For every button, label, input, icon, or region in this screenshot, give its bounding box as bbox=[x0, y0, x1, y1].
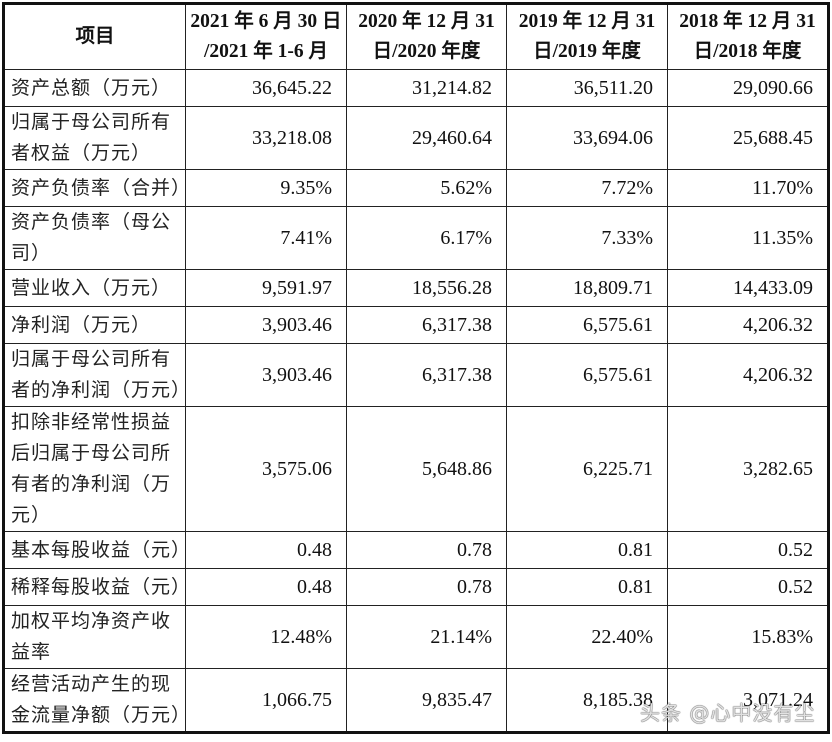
row-label: 经营活动产生的现金流量净额（万元） bbox=[3, 668, 190, 733]
cell-value: 0.52 bbox=[667, 531, 829, 569]
row-label: 净利润（万元） bbox=[3, 306, 186, 344]
cell-value: 9,835.47 bbox=[346, 668, 507, 733]
cell-value: 9.35% bbox=[185, 169, 347, 207]
cell-value: 9,591.97 bbox=[185, 269, 347, 307]
cell-value: 33,218.08 bbox=[185, 106, 347, 170]
cell-value: 3,903.46 bbox=[185, 306, 347, 344]
cell-value: 4,206.32 bbox=[667, 306, 829, 344]
cell-value: 25,688.45 bbox=[667, 106, 829, 170]
table-row: 资产总额（万元） 36,645.22 31,214.82 36,511.20 2… bbox=[3, 69, 829, 107]
cell-value: 0.52 bbox=[667, 568, 829, 606]
cell-value: 5,648.86 bbox=[346, 406, 507, 532]
cell-value: 0.81 bbox=[506, 568, 668, 606]
cell-value: 5.62% bbox=[346, 169, 507, 207]
cell-value: 0.78 bbox=[346, 568, 507, 606]
cell-value: 11.70% bbox=[667, 169, 829, 207]
cell-value: 22.40% bbox=[506, 605, 668, 669]
cell-value: 33,694.06 bbox=[506, 106, 668, 170]
header-2019: 2019 年 12 月 31 日/2019 年度 bbox=[506, 3, 668, 70]
cell-value: 29,090.66 bbox=[667, 69, 829, 107]
cell-value: 11.35% bbox=[667, 206, 829, 270]
row-label: 加权平均净资产收益率 bbox=[3, 605, 186, 669]
cell-value: 7.33% bbox=[506, 206, 668, 270]
header-2018: 2018 年 12 月 31 日/2018 年度 bbox=[667, 3, 829, 70]
row-label: 归属于母公司所有者的净利润（万元） bbox=[3, 343, 190, 407]
cell-value: 18,556.28 bbox=[346, 269, 507, 307]
cell-value: 14,433.09 bbox=[667, 269, 829, 307]
header-item: 项目 bbox=[3, 3, 186, 70]
table-row: 稀释每股收益（元） 0.48 0.78 0.81 0.52 bbox=[3, 568, 829, 606]
table-row: 净利润（万元） 3,903.46 6,317.38 6,575.61 4,206… bbox=[3, 306, 829, 344]
cell-value: 6,317.38 bbox=[346, 306, 507, 344]
cell-value: 6,575.61 bbox=[506, 343, 668, 407]
row-label: 扣除非经常性损益后归属于母公司所有者的净利润（万元） bbox=[3, 406, 186, 532]
row-label: 资产负债率（合并） bbox=[3, 169, 190, 207]
header-2020: 2020 年 12 月 31 日/2020 年度 bbox=[346, 3, 507, 70]
cell-value: 7.41% bbox=[185, 206, 347, 270]
row-label: 归属于母公司所有者权益（万元） bbox=[3, 106, 186, 170]
cell-value: 6.17% bbox=[346, 206, 507, 270]
cell-value: 36,645.22 bbox=[185, 69, 347, 107]
cell-value: 3,575.06 bbox=[185, 406, 347, 532]
cell-value: 6,575.61 bbox=[506, 306, 668, 344]
cell-value: 0.48 bbox=[185, 531, 347, 569]
cell-value: 3,282.65 bbox=[667, 406, 829, 532]
table-row: 加权平均净资产收益率 12.48% 21.14% 22.40% 15.83% bbox=[3, 605, 829, 669]
row-label: 稀释每股收益（元） bbox=[3, 568, 190, 606]
cell-value: 7.72% bbox=[506, 169, 668, 207]
cell-value: 0.78 bbox=[346, 531, 507, 569]
table-row: 资产负债率（合并） 9.35% 5.62% 7.72% 11.70% bbox=[3, 169, 829, 207]
table-row: 营业收入（万元） 9,591.97 18,556.28 18,809.71 14… bbox=[3, 269, 829, 307]
cell-value: 29,460.64 bbox=[346, 106, 507, 170]
cell-value: 4,206.32 bbox=[667, 343, 829, 407]
cell-value: 0.48 bbox=[185, 568, 347, 606]
cell-value: 36,511.20 bbox=[506, 69, 668, 107]
row-label: 营业收入（万元） bbox=[3, 269, 186, 307]
cell-value: 12.48% bbox=[185, 605, 347, 669]
row-label: 资产负债率（母公司） bbox=[3, 206, 186, 270]
cell-value: 18,809.71 bbox=[506, 269, 668, 307]
cell-value: 6,225.71 bbox=[506, 406, 668, 532]
table-row: 扣除非经常性损益后归属于母公司所有者的净利润（万元） 3,575.06 5,64… bbox=[3, 406, 829, 532]
header-2021h1: 2021 年 6 月 30 日/2021 年 1-6 月 bbox=[185, 3, 347, 70]
cell-value: 8,185.38 bbox=[506, 668, 668, 733]
cell-value: 15.83% bbox=[667, 605, 829, 669]
table-row: 资产负债率（母公司） 7.41% 6.17% 7.33% 11.35% bbox=[3, 206, 829, 270]
cell-value: 3,903.46 bbox=[185, 343, 347, 407]
table-row: 经营活动产生的现金流量净额（万元） 1,066.75 9,835.47 8,18… bbox=[3, 668, 829, 733]
cell-value: 21.14% bbox=[346, 605, 507, 669]
table-row: 基本每股收益（元） 0.48 0.78 0.81 0.52 bbox=[3, 531, 829, 569]
cell-value: 1,066.75 bbox=[185, 668, 347, 733]
table-row: 归属于母公司所有者权益（万元） 33,218.08 29,460.64 33,6… bbox=[3, 106, 829, 170]
header-row: 项目 2021 年 6 月 30 日/2021 年 1-6 月 2020 年 1… bbox=[3, 3, 829, 70]
table-row: 归属于母公司所有者的净利润（万元） 3,903.46 6,317.38 6,57… bbox=[3, 343, 829, 407]
cell-value: 0.81 bbox=[506, 531, 668, 569]
row-label: 资产总额（万元） bbox=[3, 69, 186, 107]
cell-value: 3,071.24 bbox=[667, 668, 829, 733]
row-label: 基本每股收益（元） bbox=[3, 531, 190, 569]
cell-value: 6,317.38 bbox=[346, 343, 507, 407]
cell-value: 31,214.82 bbox=[346, 69, 507, 107]
